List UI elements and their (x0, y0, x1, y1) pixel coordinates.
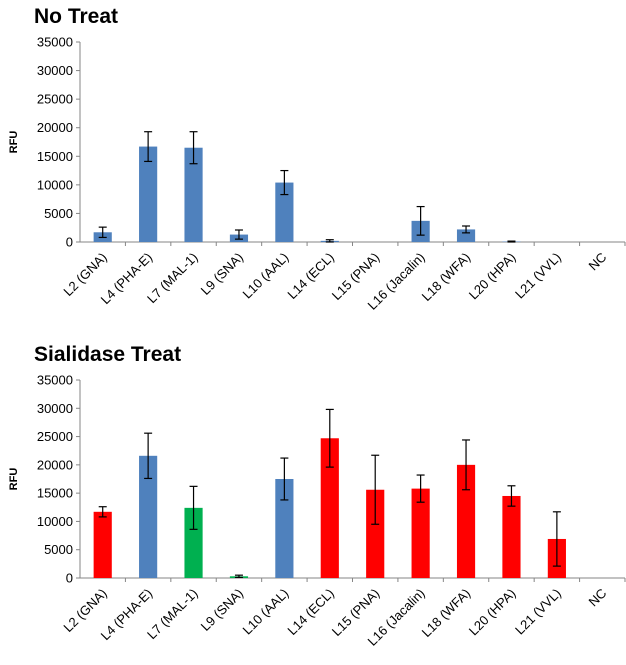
y-tick-label: 15000 (37, 149, 73, 164)
bar-l7-mal-1 (184, 147, 203, 242)
bar-l2-gna (93, 511, 112, 578)
bar-l20-hpa (502, 495, 521, 578)
y-tick-label: 10000 (37, 514, 73, 529)
y-tick-label: 25000 (37, 429, 73, 444)
x-tick-label: L21 (VVL) (512, 586, 564, 638)
y-tick-label: 15000 (37, 486, 73, 501)
x-tick-label: L10 (AAL) (239, 250, 291, 302)
bar-l16-jacalin (411, 488, 430, 578)
chart-title: Sialidase Treat (34, 343, 181, 366)
y-tick-label: 5000 (44, 542, 73, 557)
bar-l15-pna (366, 489, 385, 578)
x-tick-label: L20 (HPA) (466, 586, 519, 639)
x-tick-label: L14 (ECL) (284, 250, 337, 303)
y-tick-label: 35000 (37, 373, 73, 388)
y-tick-label: 30000 (37, 401, 73, 416)
x-tick-label: L21 (VVL) (512, 250, 564, 302)
bar-l10-aal (275, 182, 294, 242)
x-tick-label: L18 (WFA) (419, 586, 474, 641)
y-tick-label: 25000 (37, 92, 73, 107)
y-tick-label: 0 (66, 235, 73, 250)
y-tick-label: 0 (66, 571, 73, 586)
x-tick-label: NC (586, 586, 610, 610)
bar-l7-mal-1 (184, 507, 203, 578)
bar-l10-aal (275, 479, 294, 578)
x-tick-label: L18 (WFA) (419, 250, 474, 305)
y-tick-label: 20000 (37, 120, 73, 135)
bar-l18-wfa (456, 229, 476, 242)
y-axis-label: RFU (8, 131, 20, 154)
y-tick-label: 35000 (37, 35, 73, 50)
y-tick-label: 20000 (37, 457, 73, 472)
no-treat-chart: No Treat RFU 0 5000 10000 15000 20000 25000 3000… (8, 5, 626, 313)
y-axis-label: RFU (8, 468, 20, 491)
x-tick-label: NC (586, 250, 610, 274)
sialidase-treat-chart: Sialidase Treat RFU 0 5000 10000 15000 20000 25… (8, 343, 626, 649)
bar-l4-pha-e (139, 146, 158, 242)
x-tick-label: L14 (ECL) (284, 586, 337, 639)
bar-l4-pha-e (139, 455, 158, 578)
bar-l18-wfa (456, 464, 476, 578)
x-tick-label: L10 (AAL) (239, 586, 291, 638)
y-tick-label: 30000 (37, 63, 73, 78)
y-tick-label: 5000 (44, 206, 73, 221)
y-tick-label: 10000 (37, 177, 73, 192)
bar-l14-ecl (320, 438, 339, 578)
chart-title: No Treat (34, 5, 118, 28)
x-tick-label: L20 (HPA) (466, 250, 519, 303)
